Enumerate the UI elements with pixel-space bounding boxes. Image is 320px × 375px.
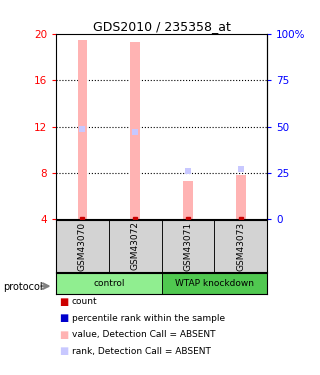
- Bar: [56, 273, 162, 294]
- Text: WTAP knockdown: WTAP knockdown: [175, 279, 254, 288]
- Bar: [78, 39, 87, 219]
- Text: ■: ■: [59, 297, 68, 307]
- Text: ■: ■: [59, 314, 68, 323]
- Bar: [109, 220, 162, 272]
- Text: GSM43072: GSM43072: [131, 222, 140, 270]
- Text: count: count: [72, 297, 98, 306]
- Text: percentile rank within the sample: percentile rank within the sample: [72, 314, 225, 323]
- Text: control: control: [93, 279, 124, 288]
- Title: GDS2010 / 235358_at: GDS2010 / 235358_at: [93, 20, 230, 33]
- Bar: [56, 220, 109, 272]
- Bar: [162, 273, 267, 294]
- Text: rank, Detection Call = ABSENT: rank, Detection Call = ABSENT: [72, 347, 211, 356]
- Text: GSM43073: GSM43073: [236, 221, 245, 271]
- Text: protocol: protocol: [3, 282, 43, 291]
- Text: ■: ■: [59, 330, 68, 340]
- Bar: [162, 220, 214, 272]
- Bar: [214, 220, 267, 272]
- Text: GSM43070: GSM43070: [78, 221, 87, 271]
- Text: value, Detection Call = ABSENT: value, Detection Call = ABSENT: [72, 330, 215, 339]
- Bar: [236, 175, 245, 219]
- Text: ■: ■: [59, 346, 68, 356]
- Text: GSM43071: GSM43071: [183, 221, 193, 271]
- Bar: [131, 42, 140, 219]
- Bar: [183, 181, 193, 219]
